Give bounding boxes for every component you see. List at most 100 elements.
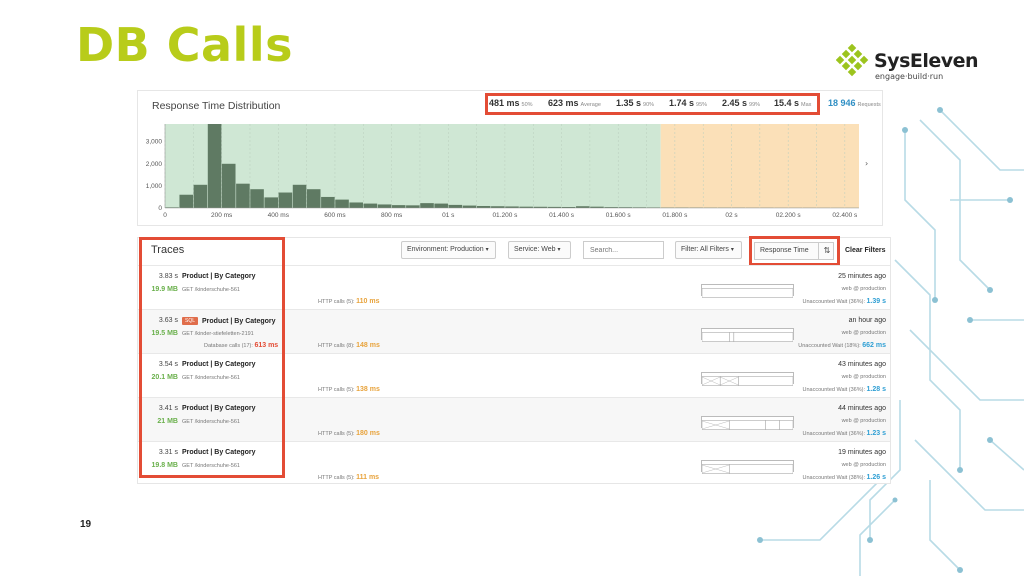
histogram-bar[interactable] [476,206,491,208]
stat-95pct: 1.74 s 95% [669,98,707,108]
histogram-bar[interactable] [363,203,378,208]
histogram-bar[interactable] [236,183,250,208]
histogram-bar[interactable] [349,202,363,208]
histogram-bar[interactable] [590,206,604,208]
logo-name: SysEleven [874,50,979,72]
histogram-bar[interactable] [519,206,533,208]
trace-url: GET /kinderschuhe-561 [182,463,240,469]
service-filter[interactable]: Service: Web [508,241,571,259]
trace-row[interactable]: 3.63 s SQL Product | By Category 19.5 MB GET… [138,309,890,353]
trace-name: Product | By Category [182,405,256,412]
stat-label: 90% [643,102,655,108]
unaccounted-wait-time: 1.23 s [866,430,886,437]
x-tick-label: 02.200 s [776,212,802,219]
stat-label: 50% [521,102,533,108]
histogram-bar[interactable] [221,163,236,208]
histogram-bar[interactable] [250,189,264,208]
sql-badge: SQL [182,317,199,325]
trace-url: GET /kinderschuhe-561 [182,419,240,425]
trace-timeline-bar[interactable] [701,372,794,386]
histogram-bar[interactable] [306,189,321,208]
request-count: 18 946 Requests [828,98,881,108]
sort-response-time-button[interactable]: Response Time ⇅ [754,242,834,260]
all-filters-dropdown[interactable]: Filter: All Filters [675,241,742,259]
stat-value: 623 ms [548,98,579,108]
y-tick-label: 1,000 [146,183,163,190]
y-tick-label: 2,000 [146,161,163,168]
histogram-bar[interactable] [335,199,349,208]
histogram-bar[interactable] [462,205,477,208]
x-tick-label: 01.800 s [662,212,688,219]
histogram-bar[interactable] [547,206,562,208]
logo-diamond-icon [835,43,869,77]
histogram-bar[interactable] [505,206,519,208]
trace-timeline-bar[interactable] [701,460,794,474]
stat-50pct: 481 ms 50% [489,98,533,108]
histogram-bar[interactable] [420,203,434,208]
unaccounted-wait: Unaccounted Wait (18%): 662 ms [798,342,886,349]
y-tick-label: 0 [158,205,162,212]
histogram-bar[interactable] [391,205,406,208]
distribution-title: Response Time Distribution [152,100,281,112]
response-time-histogram[interactable]: 0 1,000 2,000 3,000 0 200 ms 400 ms 600 ms 800 m… [137,116,883,226]
timeline-segment [701,332,730,342]
stat-90pct: 1.35 s 90% [616,98,654,108]
trace-duration: 3.54 s [158,361,178,368]
clear-filters-link[interactable]: Clear Filters [845,247,886,254]
histogram-bar[interactable] [561,207,576,208]
database-calls-time: 613 ms [254,342,279,349]
x-tick-label: 02.400 s [832,212,858,219]
stat-label: 99% [749,102,761,108]
unaccounted-wait-label: Unaccounted Wait (18%): [798,343,861,349]
histogram-bar[interactable] [434,203,448,208]
histogram-bar[interactable] [533,206,548,208]
histogram-bar[interactable] [292,184,307,208]
timeline-segment [779,420,794,430]
timeline-segment [729,420,766,430]
histogram-bar[interactable] [618,207,633,208]
trace-row[interactable]: 3.54 s Product | By Category 20.1 MB GET /k… [138,353,890,397]
histogram-bar[interactable] [165,207,179,208]
histogram-bar[interactable] [321,196,335,208]
trace-timeline-bar[interactable] [701,284,794,298]
sort-highlight [749,236,840,266]
search-input[interactable] [583,241,664,259]
request-count-label: Requests [857,102,881,108]
trace-row[interactable]: 3.83 s Product | By Category 19.9 MB GET /k… [138,265,890,309]
trace-timeline-bar[interactable] [701,416,794,430]
chevron-right-icon[interactable]: › [865,159,868,168]
timeline-hatch [701,376,721,386]
trace-row[interactable]: 3.41 s Product | By Category 21 MB GET /kin… [138,397,890,441]
stat-value: 1.35 s [616,98,642,108]
trace-row[interactable]: 3.31 s Product | By Category 19.8 MB GET /k… [138,441,890,485]
histogram-bar[interactable] [632,207,647,208]
trace-time-ago: 19 minutes ago [838,449,886,456]
sort-descending-icon[interactable]: ⇅ [818,243,835,259]
unaccounted-wait-label: Unaccounted Wait (38%): [802,475,865,481]
histogram-bar[interactable] [264,197,279,208]
request-count-value: 18 946 [828,98,856,108]
environment-filter[interactable]: Environment: Production [401,241,496,259]
x-tick-label: 800 ms [381,212,403,219]
y-tick-label: 3,000 [146,139,163,146]
unaccounted-wait-time: 662 ms [862,342,886,349]
timeline-segment [765,420,780,430]
percentile-stats-highlight [485,93,820,115]
histogram-bar[interactable] [377,204,392,208]
histogram-bar[interactable] [406,205,420,208]
histogram-bar[interactable] [179,194,194,208]
histogram-bar[interactable] [576,206,590,208]
histogram-bar[interactable] [278,192,293,208]
trace-url: GET /kinderschuhe-561 [182,375,240,381]
histogram-bar[interactable] [604,207,618,208]
histogram-bar[interactable] [448,204,463,208]
trace-memory: 21 MB [157,418,178,425]
trace-timeline-bar[interactable] [701,328,794,342]
histogram-bar[interactable] [207,124,222,208]
histogram-bar[interactable] [193,184,208,208]
trace-duration: 3.63 s [158,317,178,324]
stat-label: 95% [696,102,708,108]
stat-value: 1.74 s [669,98,695,108]
trace-name: Product | By Category [182,361,256,368]
histogram-bar[interactable] [491,206,505,208]
